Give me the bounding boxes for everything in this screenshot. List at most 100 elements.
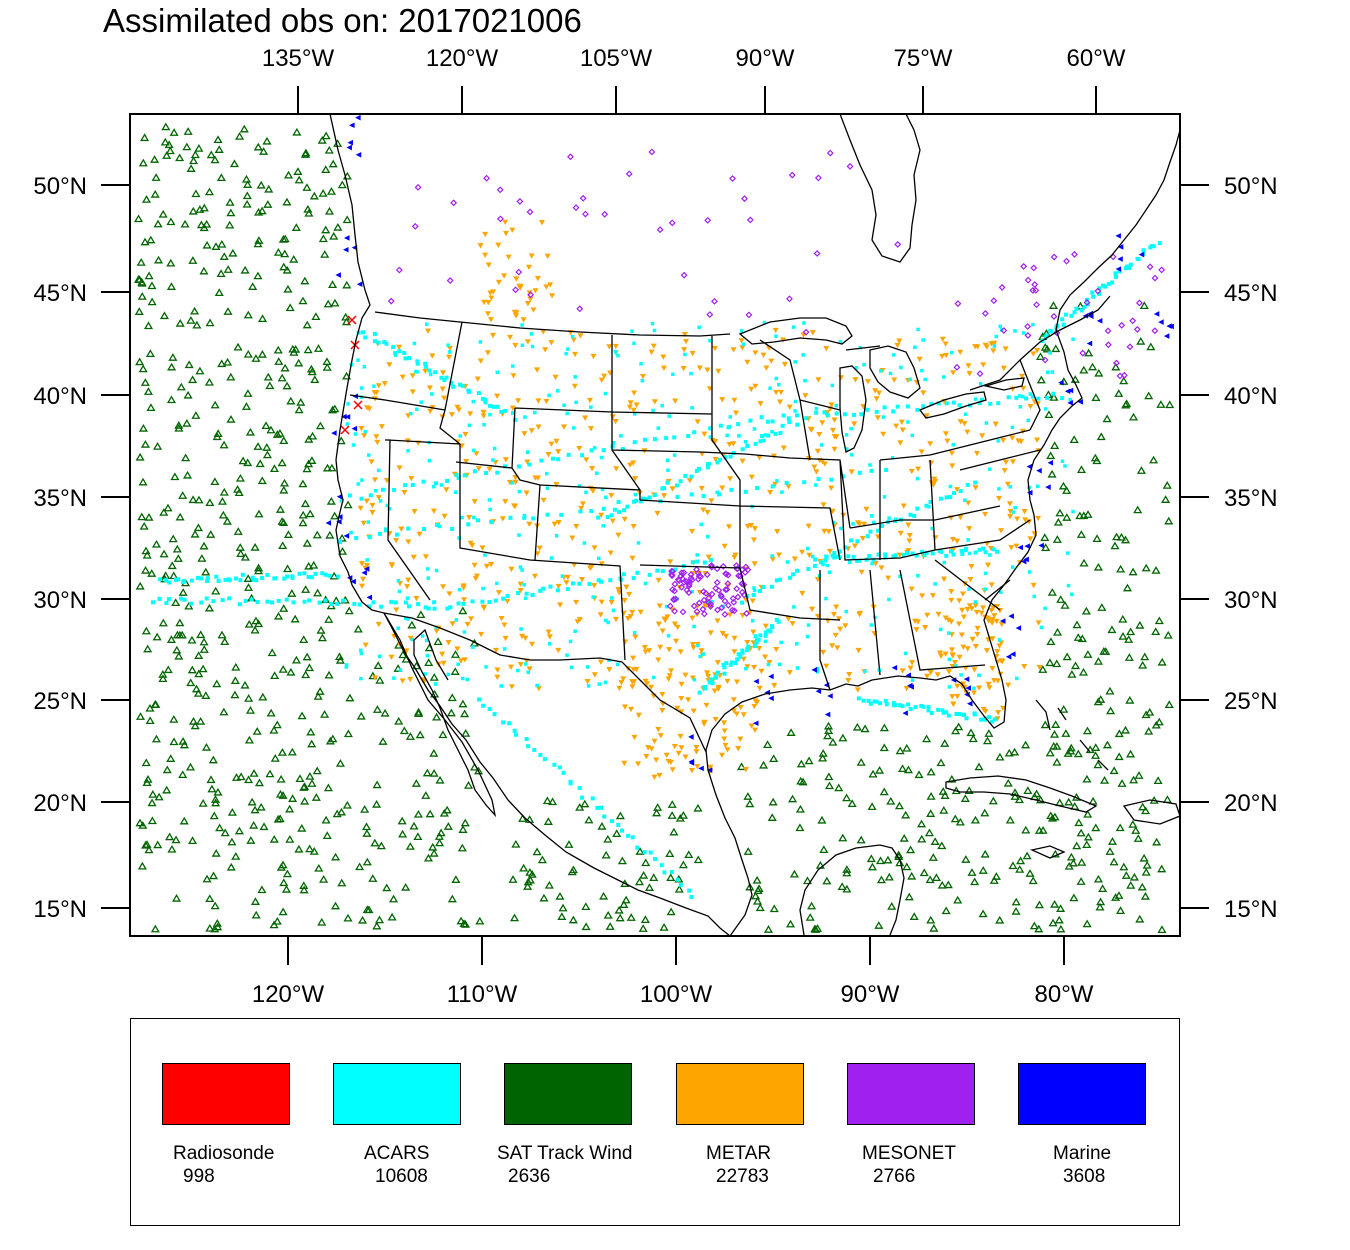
metar-marker	[507, 334, 514, 341]
acars-marker	[983, 587, 988, 591]
acars-marker	[592, 446, 597, 450]
sat-track-wind-marker	[213, 922, 223, 931]
metar-marker	[1020, 385, 1027, 392]
metar-marker	[678, 681, 685, 688]
metar-marker	[621, 598, 628, 604]
metar-marker	[433, 628, 440, 634]
metar-marker	[915, 466, 922, 472]
sat-track-wind-marker	[261, 421, 271, 430]
acars-marker	[591, 595, 595, 599]
acars-marker	[770, 419, 775, 424]
sat-track-wind-marker	[581, 902, 591, 910]
sat-track-wind-marker	[640, 915, 650, 924]
acars-marker	[760, 434, 765, 439]
metar-marker	[474, 376, 481, 382]
sat-track-wind-marker	[450, 650, 461, 658]
acars-marker	[199, 600, 204, 605]
metar-marker	[510, 373, 517, 379]
metar-marker	[501, 622, 508, 628]
sat-track-wind-marker	[171, 893, 182, 902]
sat-track-wind-marker	[197, 554, 207, 562]
acars-marker	[460, 383, 465, 388]
sat-track-wind-marker	[187, 665, 197, 674]
sat-track-wind-marker	[182, 419, 192, 427]
acars-marker	[616, 500, 621, 505]
acars-marker	[801, 353, 805, 357]
metar-marker	[990, 348, 997, 354]
mesonet-marker	[707, 602, 715, 610]
metar-marker	[948, 597, 955, 604]
acars-marker	[776, 619, 781, 624]
mesonet-marker	[1041, 356, 1049, 364]
metar-marker	[411, 509, 418, 515]
sat-track-wind-marker	[798, 777, 808, 786]
acars-marker	[814, 410, 819, 415]
acars-marker	[382, 339, 387, 344]
sat-track-wind-marker	[277, 517, 287, 525]
metar-marker	[449, 621, 456, 627]
acars-marker	[842, 412, 847, 417]
acars-marker	[854, 366, 859, 370]
mesonet-marker	[497, 215, 504, 223]
sat-track-wind-marker	[1093, 760, 1103, 769]
acars-marker	[890, 456, 895, 460]
acars-marker	[781, 413, 786, 418]
metar-marker	[701, 431, 708, 437]
acars-marker	[815, 666, 820, 671]
acars-marker	[270, 600, 275, 605]
sat-track-wind-marker	[1120, 725, 1131, 734]
metar-marker	[798, 549, 805, 556]
sat-track-wind-marker	[240, 552, 250, 561]
sat-track-wind-marker	[938, 787, 948, 795]
sat-track-wind-marker	[1060, 601, 1070, 609]
sat-track-wind-marker	[321, 815, 331, 824]
sat-track-wind-marker	[328, 159, 338, 168]
acars-marker	[998, 324, 1003, 329]
acars-marker	[848, 560, 852, 564]
acars-marker	[852, 413, 857, 418]
sat-track-wind-marker	[1016, 856, 1026, 865]
sat-track-wind-marker	[213, 135, 223, 144]
metar-marker	[534, 367, 541, 373]
metar-marker	[495, 279, 502, 286]
metar-marker	[968, 606, 975, 612]
observation-points-layer	[134, 114, 1180, 936]
metar-marker	[548, 441, 555, 447]
acars-marker	[513, 732, 518, 737]
acars-marker	[660, 569, 665, 574]
sat-track-wind-marker	[580, 799, 590, 808]
acars-marker	[690, 406, 694, 410]
sat-track-wind-marker	[143, 387, 153, 395]
acars-marker	[565, 653, 569, 657]
sat-track-wind-marker	[186, 316, 196, 324]
sat-track-wind-marker	[204, 603, 214, 612]
metar-marker	[826, 548, 833, 555]
mesonet-marker	[1024, 276, 1032, 284]
sat-track-wind-marker	[980, 808, 990, 817]
acars-marker	[744, 666, 748, 671]
metar-marker	[563, 580, 570, 586]
sat-track-wind-marker	[447, 894, 457, 903]
legend-label: MESONET	[862, 1143, 956, 1164]
sat-track-wind-marker	[767, 813, 777, 821]
acars-marker	[698, 654, 702, 659]
marine-marker	[688, 760, 695, 766]
acars-marker	[195, 575, 200, 580]
acars-marker	[888, 371, 893, 376]
sat-track-wind-marker	[167, 362, 177, 371]
sat-track-wind-marker	[389, 894, 399, 903]
sat-track-wind-marker	[231, 662, 241, 671]
sat-track-wind-marker	[1062, 652, 1072, 661]
sat-track-wind-marker	[1157, 925, 1167, 933]
mesonet-marker	[1118, 321, 1126, 329]
sat-track-wind-marker	[158, 670, 168, 678]
acars-marker	[1157, 241, 1162, 246]
acars-marker	[179, 596, 184, 601]
sat-track-wind-marker	[283, 564, 293, 573]
metar-marker	[748, 474, 755, 480]
acars-marker	[692, 624, 696, 629]
sat-track-wind-marker	[313, 692, 323, 700]
mesonet-marker	[671, 587, 678, 595]
sat-track-wind-marker	[736, 762, 747, 771]
metar-marker	[643, 753, 650, 760]
